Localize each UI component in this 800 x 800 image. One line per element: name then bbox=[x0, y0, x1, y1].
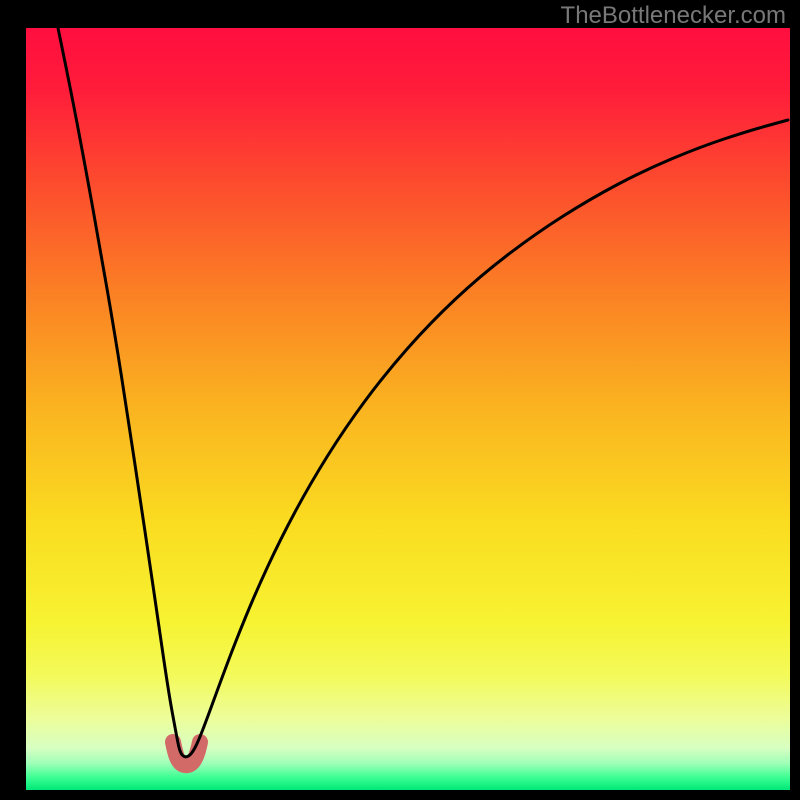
heat-gradient-bg bbox=[26, 28, 790, 790]
watermark-label: TheBottlenecker.com bbox=[561, 2, 786, 30]
axis-border-right bbox=[790, 0, 800, 800]
chart-stage: TheBottlenecker.com bbox=[0, 0, 800, 800]
axis-border-left bbox=[0, 0, 26, 800]
bottleneck-chart bbox=[0, 0, 800, 800]
axis-border-bottom bbox=[0, 790, 800, 800]
